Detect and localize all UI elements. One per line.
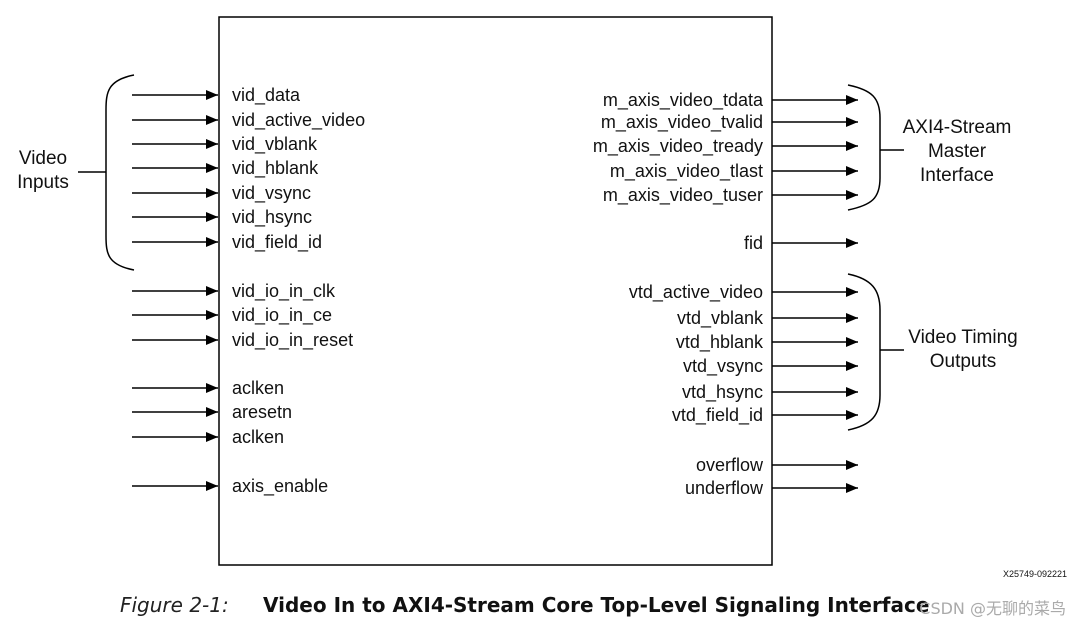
video-inputs-label-line2: Inputs [17,172,69,193]
output-label-vtd-hblank: vtd_hblank [676,332,764,353]
video-inputs-label-line1: Video [19,148,67,169]
input-label-aclken: aclken [232,378,284,398]
reference-id: X25749-092221 [1003,569,1067,579]
output-label-fid: fid [744,233,763,253]
input-label-vid-vsync: vid_vsync [232,183,311,204]
timing-outputs-brace [847,273,881,431]
output-label-vtd-vsync: vtd_vsync [683,356,763,377]
output-label-m-axis-video-tuser: m_axis_video_tuser [603,185,763,206]
input-signals: vid_data vid_active_video vid_vblank vid_hb… [132,85,365,497]
output-label-underflow: underflow [685,478,764,498]
input-label-aclken: aclken [232,427,284,447]
output-label-overflow: overflow [696,455,764,475]
watermark: CSDN @无聊的菜鸟 [919,599,1066,618]
output-label-vtd-vblank: vtd_vblank [677,308,764,329]
input-label-vid-io-in-reset: vid_io_in_reset [232,330,353,351]
input-label-vid-data: vid_data [232,85,301,106]
input-label-vid-io-in-ce: vid_io_in_ce [232,305,332,326]
output-label-m-axis-video-tdata: m_axis_video_tdata [603,90,764,111]
input-label-vid-vblank: vid_vblank [232,134,318,155]
axi-master-label-line1: AXI4-Stream [903,117,1012,138]
figure-title: Video In to AXI4-Stream Core Top-Level S… [263,593,929,617]
axi-master-label-line3: Interface [920,165,994,186]
output-label-m-axis-video-tlast: m_axis_video_tlast [610,161,763,182]
input-label-aresetn: aresetn [232,402,292,422]
input-label-vid-active-video: vid_active_video [232,110,365,131]
output-label-m-axis-video-tready: m_axis_video_tready [593,136,763,157]
input-label-vid-hsync: vid_hsync [232,207,312,228]
core-block [218,16,773,566]
timing-outputs-label-line2: Outputs [930,351,997,372]
output-label-vtd-field-id: vtd_field_id [672,405,763,426]
timing-outputs-label-line1: Video Timing [908,327,1018,348]
output-label-m-axis-video-tvalid: m_axis_video_tvalid [601,112,763,133]
figure-number: Figure 2-1: [120,593,229,617]
output-label-vtd-active-video: vtd_active_video [629,282,763,303]
input-label-axis-enable: axis_enable [232,476,328,497]
input-label-vid-hblank: vid_hblank [232,158,319,179]
axi-master-label-line2: Master [928,141,987,162]
input-label-vid-io-in-clk: vid_io_in_clk [232,281,336,302]
input-label-vid-field-id: vid_field_id [232,232,322,253]
video-inputs-brace [105,74,135,271]
axi-master-brace [847,84,881,211]
output-label-vtd-hsync: vtd_hsync [682,382,763,403]
